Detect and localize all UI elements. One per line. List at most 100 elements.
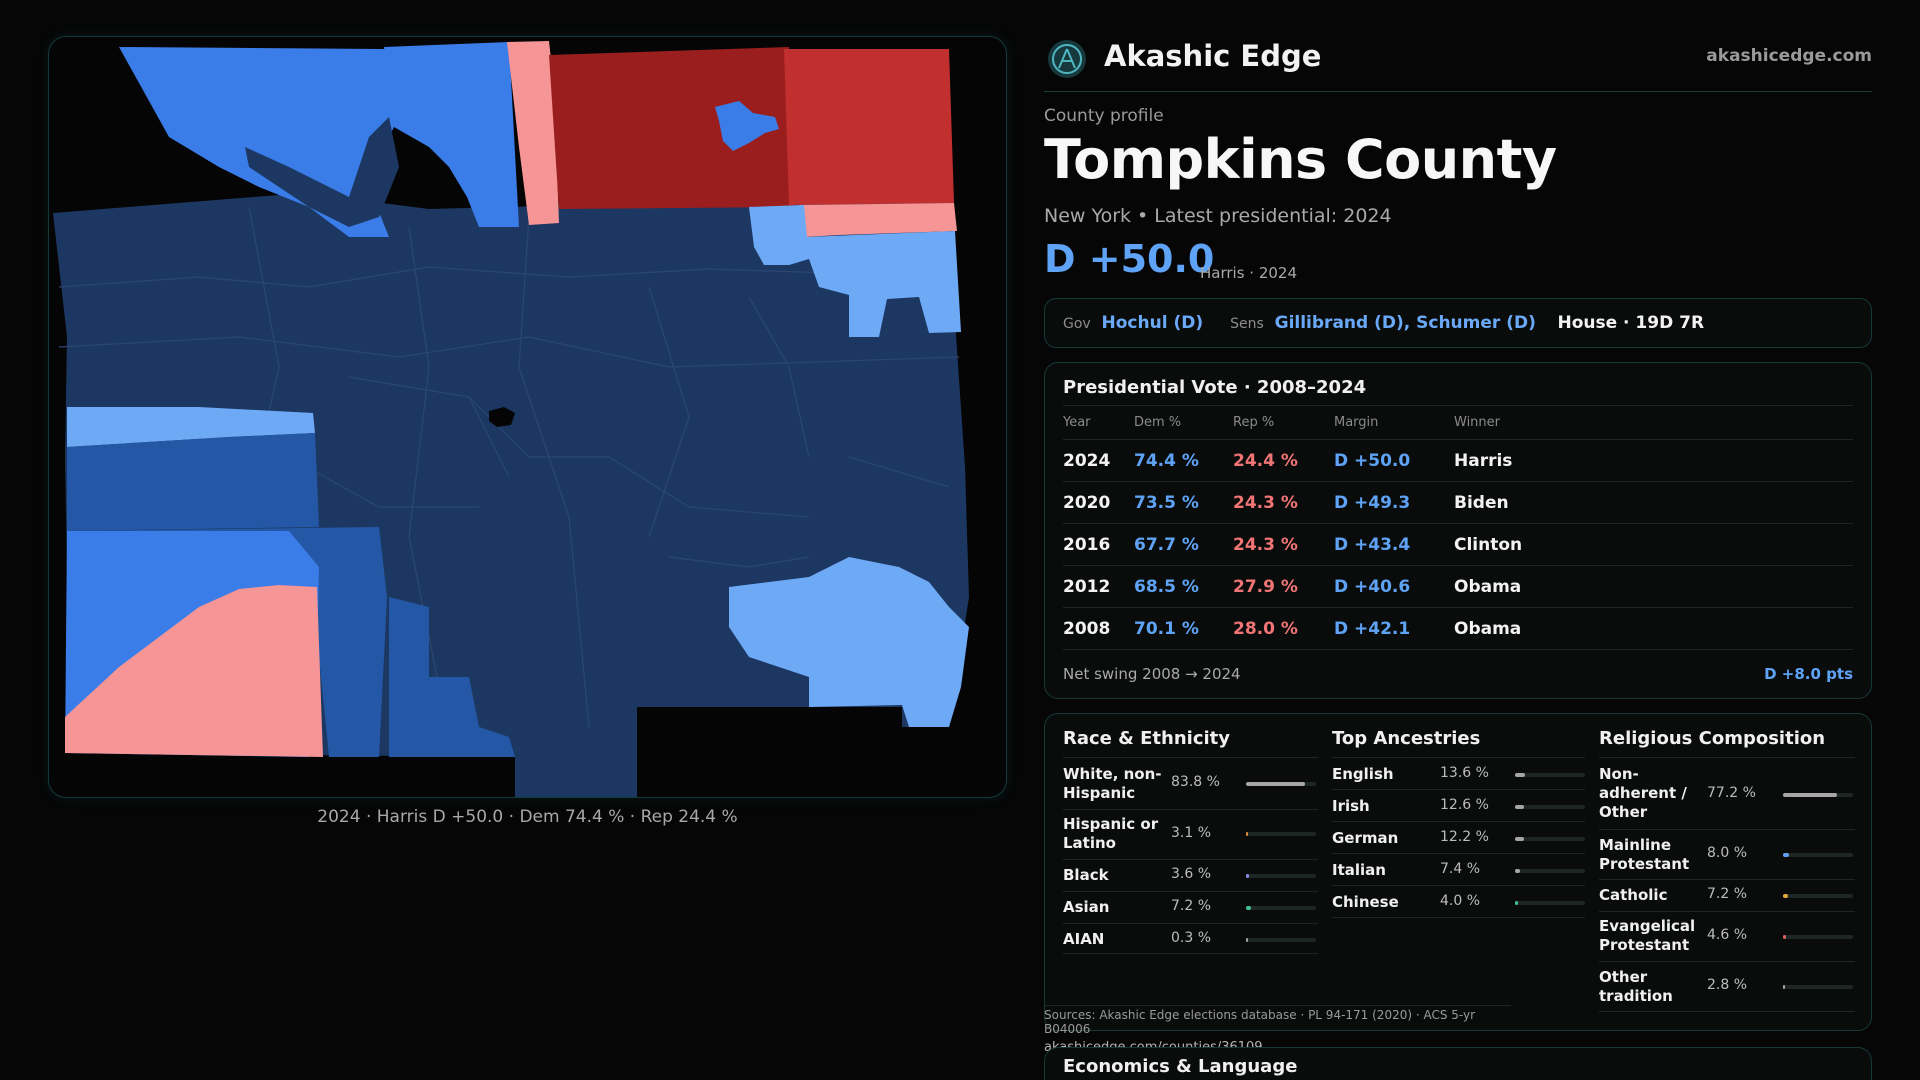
col-winner: Winner	[1454, 405, 1853, 440]
sources-text: Sources: Akashic Edge elections database…	[1044, 1008, 1476, 1036]
cell-rep: 24.3 %	[1233, 481, 1334, 524]
row-bar	[1515, 805, 1524, 809]
card-title: Economics & Language	[1063, 1056, 1298, 1077]
presidential-table: Year Dem % Rep % Margin Winner 2024 74.4…	[1063, 405, 1853, 650]
page-title: Tompkins County	[1044, 128, 1557, 191]
cell-year: 2008	[1063, 607, 1134, 650]
race-row-white: White, non-Hispanic 83.8 %	[1063, 758, 1318, 810]
precinct-se[interactable]	[729, 557, 969, 727]
precinct-west-mid[interactable]	[67, 433, 319, 531]
governor-link[interactable]: Hochul (D)	[1101, 313, 1204, 333]
row-label: Catholic	[1599, 886, 1668, 904]
sens-label: Sens	[1230, 316, 1264, 332]
senators-link[interactable]: Gillibrand (D), Schumer (D)	[1274, 313, 1536, 333]
row-value: 13.6 %	[1440, 765, 1489, 781]
row-value: 0.3 %	[1171, 930, 1212, 946]
row-label: Irish	[1332, 797, 1370, 815]
religion-row: Other tradition 2.8 %	[1599, 962, 1855, 1012]
card-title: Presidential Vote · 2008–2024	[1063, 377, 1367, 398]
religion-row: Non-adherent / Other 77.2 %	[1599, 758, 1855, 830]
religion-row: Evangelical Protestant 4.6 %	[1599, 912, 1855, 962]
officials-bar: Gov Hochul (D) Sens Gillibrand (D), Schu…	[1044, 298, 1872, 348]
row-bar	[1515, 837, 1524, 841]
ancestry-row: Irish 12.6 %	[1332, 790, 1585, 822]
cell-winner: Clinton	[1454, 523, 1853, 566]
cell-dem: 67.7 %	[1134, 523, 1233, 566]
row-label: Mainline Protestant	[1599, 836, 1690, 873]
precinct-north[interactable]	[384, 42, 519, 227]
brand-header: Akashic Edge akashicedge.com	[1044, 36, 1872, 92]
table-row[interactable]: 2016 67.7 % 24.3 % D +43.4 Clinton	[1063, 523, 1853, 566]
row-bar	[1515, 869, 1521, 873]
row-value: 12.6 %	[1440, 797, 1489, 813]
table-row[interactable]: 2012 68.5 % 27.9 % D +40.6 Obama	[1063, 565, 1853, 608]
economics-card: Economics & Language	[1044, 1047, 1872, 1080]
cell-rep: 27.9 %	[1233, 565, 1334, 608]
row-label: German	[1332, 829, 1399, 847]
col-rep: Rep %	[1233, 405, 1334, 440]
precinct-north-red[interactable]	[507, 41, 559, 225]
row-value: 83.8 %	[1171, 774, 1220, 790]
table-row[interactable]: 2020 73.5 % 24.3 % D +49.3 Biden	[1063, 481, 1853, 524]
cell-margin: D +49.3	[1334, 481, 1454, 524]
precinct-map[interactable]	[49, 37, 1007, 798]
gov-label: Gov	[1063, 316, 1091, 332]
cell-year: 2012	[1063, 565, 1134, 608]
precinct-west-light[interactable]	[67, 407, 315, 447]
brand-logo-icon[interactable]	[1048, 40, 1086, 78]
race-row-hispanic: Hispanic or Latino 3.1 %	[1063, 810, 1318, 860]
brand-url-link[interactable]: akashicedge.com	[1706, 46, 1872, 66]
precinct-ne-island[interactable]	[715, 101, 779, 151]
col-margin: Margin	[1334, 405, 1454, 440]
race-ethnicity-section: Race & Ethnicity White, non-Hispanic 83.…	[1063, 728, 1318, 954]
ancestries-section: Top Ancestries English 13.6 % Irish 12.6…	[1332, 728, 1585, 918]
cell-margin: D +50.0	[1334, 439, 1454, 482]
cell-year: 2020	[1063, 481, 1134, 524]
row-bar	[1246, 938, 1248, 942]
ancestry-row: Italian 7.4 %	[1332, 854, 1585, 886]
row-value: 7.2 %	[1707, 886, 1748, 902]
ancestry-row: Chinese 4.0 %	[1332, 886, 1585, 918]
cell-dem: 68.5 %	[1134, 565, 1233, 608]
religion-row: Catholic 7.2 %	[1599, 880, 1855, 912]
row-value: 3.1 %	[1171, 825, 1212, 841]
race-row-asian: Asian 7.2 %	[1063, 892, 1318, 924]
precinct-ne-red-dark[interactable]	[549, 47, 794, 209]
precinct-city[interactable]	[489, 407, 515, 427]
table-row[interactable]: 2008 70.1 % 28.0 % D +42.1 Obama	[1063, 607, 1853, 650]
state-line: New York • Latest presidential: 2024	[1044, 205, 1392, 227]
cell-margin: D +42.1	[1334, 607, 1454, 650]
table-header-row: Year Dem % Rep % Margin Winner	[1063, 405, 1853, 440]
precinct-ne-pink[interactable]	[799, 203, 957, 237]
cell-dem: 74.4 %	[1134, 439, 1233, 482]
brand-name[interactable]: Akashic Edge	[1104, 39, 1322, 73]
row-label: Italian	[1332, 861, 1386, 879]
table-row[interactable]: 2024 74.4 % 24.4 % D +50.0 Harris	[1063, 439, 1853, 482]
row-value: 8.0 %	[1707, 845, 1748, 861]
row-bar	[1783, 894, 1789, 898]
row-value: 7.4 %	[1440, 861, 1481, 877]
cell-winner: Harris	[1454, 439, 1853, 482]
precinct-ne-red[interactable]	[784, 49, 954, 205]
cell-year: 2024	[1063, 439, 1134, 482]
row-label: Chinese	[1332, 893, 1399, 911]
cell-winner: Biden	[1454, 481, 1853, 524]
row-bar	[1246, 874, 1249, 878]
county-map[interactable]	[48, 36, 1007, 798]
row-label: AIAN	[1063, 930, 1105, 948]
row-value: 77.2 %	[1707, 785, 1756, 801]
cell-margin: D +40.6	[1334, 565, 1454, 608]
row-value: 7.2 %	[1171, 898, 1212, 914]
section-title: Race & Ethnicity	[1063, 728, 1318, 758]
precinct-sw-pink[interactable]	[65, 585, 323, 757]
precinct-east[interactable]	[749, 205, 961, 337]
precinct-south[interactable]	[389, 597, 515, 757]
cell-rep: 24.4 %	[1233, 439, 1334, 482]
cell-dem: 73.5 %	[1134, 481, 1233, 524]
latest-margin-sub: Harris · 2024	[1200, 264, 1298, 282]
precinct-lake[interactable]	[245, 117, 399, 227]
row-bar	[1515, 901, 1518, 905]
section-title: Top Ancestries	[1332, 728, 1585, 758]
row-value: 2.8 %	[1707, 977, 1748, 993]
race-row-aian: AIAN 0.3 %	[1063, 924, 1318, 954]
